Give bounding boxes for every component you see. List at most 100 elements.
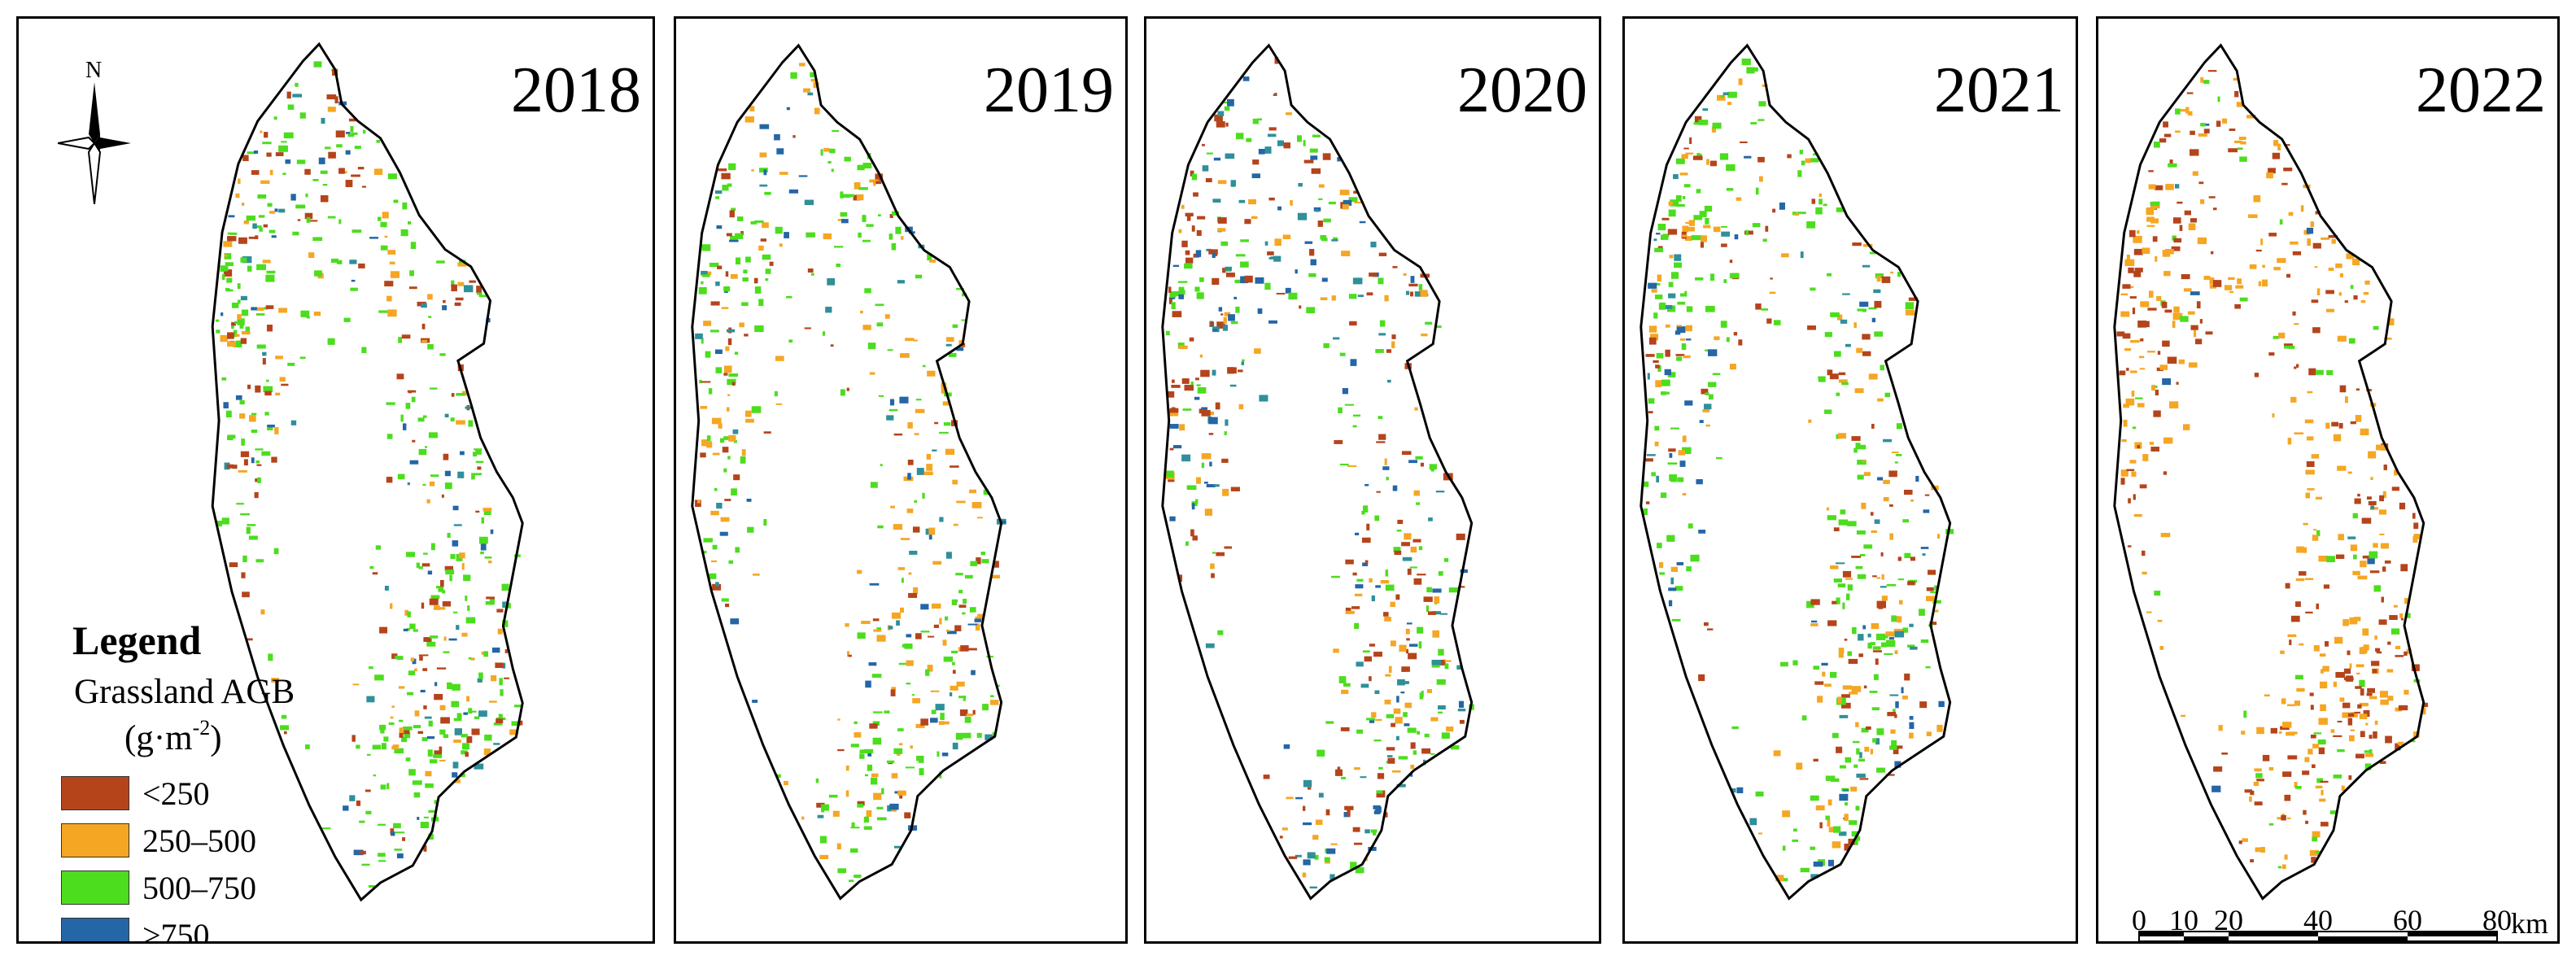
agb-pixel <box>1773 750 1781 757</box>
agb-pixel <box>493 743 500 745</box>
agb-pixel <box>1797 170 1802 177</box>
agb-pixel <box>844 156 851 162</box>
agb-pixel <box>2281 182 2288 185</box>
agb-pixel <box>2296 364 2299 368</box>
agb-pixel <box>2307 488 2315 491</box>
agb-pixel <box>1378 434 1386 440</box>
agb-pixel <box>1722 92 1729 95</box>
agb-pixel <box>490 529 494 535</box>
agb-pixel <box>732 429 739 434</box>
agb-pixel <box>1726 337 1730 343</box>
agb-pixel <box>1854 388 1864 394</box>
agb-pixel <box>1413 490 1420 496</box>
agb-pixel <box>2319 798 2326 802</box>
agb-pixel <box>404 609 408 616</box>
agb-pixel <box>2280 726 2290 731</box>
agb-pixel <box>1813 758 1818 762</box>
agb-pixel <box>1286 796 1294 800</box>
agb-pixel <box>1426 587 1433 593</box>
agb-pixel <box>889 803 899 810</box>
agb-pixel <box>2289 639 2292 645</box>
agb-pixel <box>1195 377 1199 381</box>
agb-pixel <box>983 489 989 495</box>
agb-pixel <box>1666 391 1670 395</box>
agb-pixel <box>2178 359 2185 364</box>
agb-pixel <box>2198 133 2207 137</box>
agb-pixel <box>1418 641 1422 649</box>
agb-pixel <box>1318 792 1324 798</box>
agb-pixel <box>1887 712 1897 717</box>
agb-pixel <box>854 721 858 725</box>
agb-pixel <box>1808 419 1812 423</box>
agb-pixel <box>1194 396 1200 400</box>
agb-pixel <box>1286 112 1292 116</box>
agb-pixel <box>1339 352 1346 356</box>
agb-pixel <box>872 721 880 727</box>
agb-pixel <box>734 351 739 355</box>
agb-pixel <box>387 250 396 255</box>
agb-pixel <box>2193 329 2197 338</box>
agb-pixel <box>1370 242 1377 248</box>
agb-pixels <box>2116 70 2429 870</box>
agb-pixel <box>1316 749 1325 757</box>
agb-pixel <box>960 645 969 652</box>
agb-pixel <box>884 314 890 319</box>
agb-pixel <box>899 793 903 799</box>
agb-pixel <box>1648 325 1657 333</box>
agb-pixel <box>762 222 769 229</box>
agb-pixel <box>2212 280 2222 287</box>
agb-pixel <box>1311 168 1321 174</box>
agb-pixel <box>1675 203 1685 207</box>
agb-pixel <box>240 513 250 516</box>
agb-pixel <box>1666 304 1673 309</box>
agb-pixel <box>1267 133 1277 137</box>
agb-pixel <box>225 262 234 267</box>
agb-pixel <box>243 459 248 466</box>
agb-pixel <box>401 736 408 743</box>
agb-pixel <box>220 265 225 272</box>
agb-pixel <box>1430 753 1435 755</box>
agb-pixel <box>372 572 378 575</box>
agb-pixel <box>251 412 257 416</box>
legend-item-lt250: <250 <box>61 775 338 812</box>
agb-pixel <box>1443 558 1449 562</box>
agb-pixel <box>1177 281 1188 283</box>
agb-pixel <box>1434 596 1440 604</box>
agb-pixel <box>2398 705 2408 711</box>
agb-pixel <box>938 431 949 434</box>
agb-pixel <box>1404 723 1410 727</box>
agb-pixel <box>2384 560 2391 564</box>
agb-pixel <box>711 417 722 425</box>
agb-pixel <box>889 408 898 412</box>
agb-pixel <box>823 147 830 152</box>
agb-pixel <box>2364 753 2374 757</box>
agb-pixel <box>2196 301 2201 309</box>
agb-pixel <box>1734 234 1739 240</box>
agb-pixel <box>1859 554 1866 556</box>
agb-pixel <box>1838 519 1849 526</box>
agb-pixel <box>930 718 938 723</box>
agb-pixel <box>387 173 397 180</box>
agb-pixel <box>1904 673 1910 681</box>
agb-pixel <box>890 505 895 508</box>
agb-pixel <box>1288 292 1298 300</box>
agb-pixel <box>296 159 306 164</box>
agb-pixel <box>845 790 849 797</box>
agb-pixel <box>1876 275 1881 282</box>
agb-pixel <box>2328 235 2338 238</box>
agb-pixel <box>263 224 269 228</box>
agb-pixel <box>1396 696 1399 703</box>
agb-pixel <box>899 396 909 404</box>
agb-pixel <box>1356 661 1364 667</box>
agb-pixel <box>951 650 958 654</box>
agb-pixel <box>304 212 313 220</box>
agb-pixel <box>279 377 286 382</box>
agb-pixel <box>430 759 438 764</box>
agb-pixel <box>897 567 906 570</box>
agb-pixel <box>790 72 797 79</box>
agb-pixel <box>1208 417 1218 425</box>
agb-pixel <box>1394 550 1402 556</box>
agb-pixel <box>2172 312 2183 321</box>
agb-pixel <box>345 150 351 155</box>
agb-pixel <box>1331 295 1336 301</box>
